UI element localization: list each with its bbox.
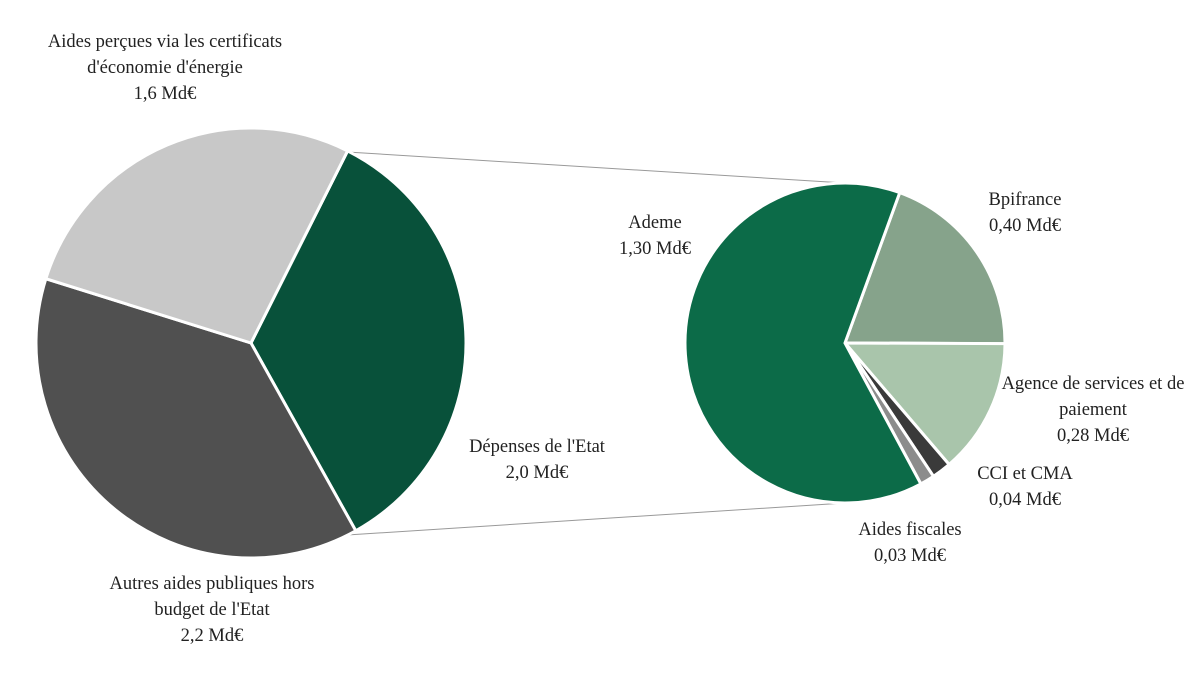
pie-slice — [842, 190, 1007, 346]
value-label: 0,03 Md€ — [874, 546, 946, 566]
category-label: Aides perçues via les certificats d'écon… — [47, 32, 283, 78]
category-label: CCI et CMA — [977, 464, 1073, 484]
slice-label: Bpifrance 0,40 Md€ — [965, 187, 1085, 239]
pie-slice — [249, 148, 468, 533]
value-label: 0,04 Md€ — [989, 490, 1061, 510]
value-label: 2,0 Md€ — [505, 463, 569, 483]
value-label: 0,40 Md€ — [989, 216, 1061, 236]
category-label: Bpifrance — [988, 190, 1062, 210]
slice-label: Ademe 1,30 Md€ — [600, 210, 710, 262]
connector-line — [346, 151, 846, 184]
pie-slice — [683, 181, 923, 505]
category-label: Agence de services et de paiement — [1001, 374, 1185, 420]
pie-slice — [34, 276, 358, 560]
category-label: Autres aides publiques hors budget de l'… — [109, 574, 315, 620]
slice-label: Aides fiscales 0,03 Md€ — [830, 517, 990, 569]
category-label: Aides fiscales — [858, 520, 962, 540]
pie-slice — [841, 341, 1007, 467]
value-label: 1,30 Md€ — [619, 239, 691, 259]
slice-label: CCI et CMA 0,04 Md€ — [965, 461, 1085, 513]
slice-label: Dépenses de l'Etat 2,0 Md€ — [437, 434, 637, 486]
category-label: Dépenses de l'Etat — [469, 437, 605, 457]
slice-label: Agence de services et de paiement 0,28 Md… — [993, 371, 1193, 449]
slice-label: Autres aides publiques hors budget de l'… — [87, 571, 337, 649]
connector-line — [346, 502, 846, 536]
category-label: Ademe — [628, 213, 682, 233]
value-label: 2,2 Md€ — [180, 626, 244, 646]
slice-label: Aides perçues via les certificats d'écon… — [40, 29, 290, 107]
value-label: 1,6 Md€ — [133, 84, 197, 104]
pie-slice — [43, 126, 350, 345]
value-label: 0,28 Md€ — [1057, 426, 1129, 446]
